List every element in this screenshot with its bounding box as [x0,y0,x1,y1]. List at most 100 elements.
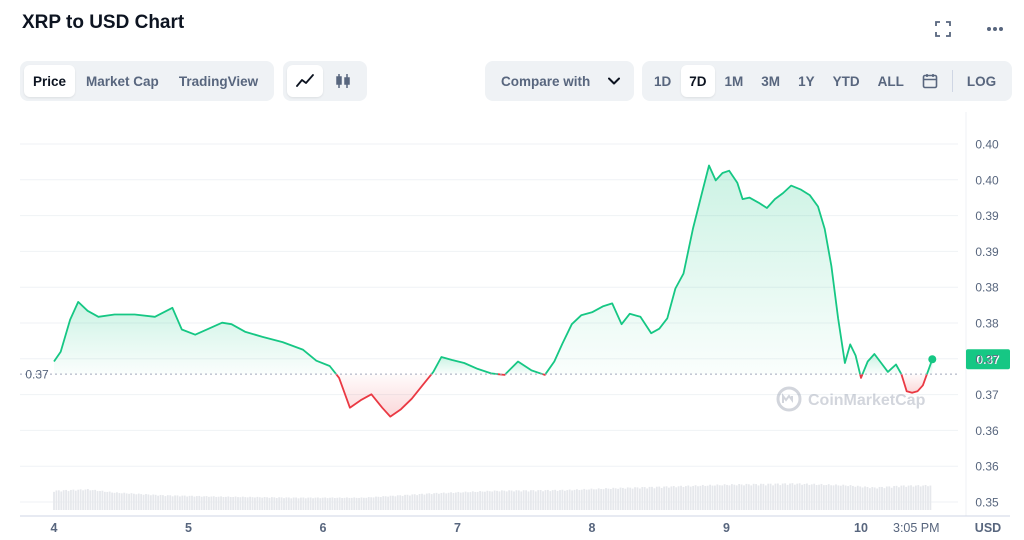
volume-bar [300,497,302,510]
volume-bar [873,487,876,510]
volume-bar [573,489,576,510]
price-area-up [926,359,933,375]
range-7d[interactable]: 7D [681,65,715,97]
y-tick-label: 0.39 [975,209,999,223]
volume-bar [454,492,457,510]
volume-bar [430,494,433,510]
volume-bar [665,486,668,510]
tab-tradingview[interactable]: TradingView [178,73,259,89]
volume-bar [258,497,261,510]
volume-bar [251,497,254,510]
tab-price[interactable]: Price [24,65,76,97]
calendar-button[interactable] [914,65,946,97]
volume-bar [743,485,745,510]
y-tick-label: 0.35 [975,496,999,510]
volume-bar [730,484,733,510]
volume-bar [384,496,387,510]
range-1d[interactable]: 1D [654,73,672,89]
volume-bar [120,493,123,510]
volume-bar [576,489,578,510]
volume-bar [423,494,426,510]
volume-bar [808,484,811,510]
volume-bar [825,485,828,510]
compare-with-dropdown[interactable]: Compare with [485,61,634,101]
candlestick-button[interactable] [325,65,361,97]
volume-bar [312,498,314,510]
range-1m[interactable]: 1M [724,73,744,89]
volume-bar [370,497,373,510]
volume-bar [183,495,186,510]
volume-bar [154,494,157,510]
line-chart-button[interactable] [287,65,323,97]
volume-bar [643,487,646,510]
range-ytd[interactable]: YTD [832,73,860,89]
volume-bar [813,483,816,510]
volume-bar [203,496,206,510]
volume-bar [283,498,285,510]
volume-bar [503,490,506,510]
volume-bar [341,497,343,510]
volume-bar [822,485,825,510]
volume-bar [215,496,218,510]
volume-bar [525,490,527,510]
volume-bar [747,484,750,510]
volume-bar [549,491,552,510]
y-tick-label: 0.40 [975,138,999,152]
volume-bar [636,487,639,510]
tab-market-cap[interactable]: Market Cap [86,73,159,89]
chart-type-toggle [283,61,367,101]
volume-bar [588,489,590,510]
volume-bar [123,492,126,510]
volume-bar [876,488,879,510]
volume-bar [539,490,542,510]
volume-bar [617,488,619,510]
volume-bar [232,497,235,510]
volume-bar [919,486,922,510]
volume-bar [755,484,757,510]
volume-bar [237,497,239,510]
volume-bar [856,485,859,510]
volume-bar [580,489,583,510]
currency-label: USD [975,521,1001,535]
volume-bar [387,496,389,510]
log-scale-button[interactable]: LOG [966,73,997,89]
volume-bar [912,486,915,510]
volume-bar [91,490,94,510]
volume-bar [893,486,895,510]
volume-bar [544,490,547,510]
chevron-down-icon [608,77,620,85]
more-horizontal-icon[interactable] [984,18,1006,40]
volume-bar [638,488,641,510]
price-area-up [505,361,543,375]
volume-bar [614,488,617,510]
volume-bar [239,497,242,510]
range-all[interactable]: ALL [877,73,904,89]
volume-bar [464,491,467,510]
volume-bar [70,489,72,510]
volume-bar [551,490,554,510]
volume-bar [416,495,419,510]
volume-bar [883,488,886,510]
volume-bar [711,485,714,510]
volume-bar [890,487,893,510]
volume-bar [527,491,530,510]
fullscreen-icon[interactable] [932,18,954,40]
volume-bar [830,485,833,510]
range-1y[interactable]: 1Y [798,73,815,89]
volume-bar [612,487,615,510]
volume-bar [336,497,339,510]
volume-bar [721,485,724,510]
volume-bar [714,485,716,510]
volume-bar [229,497,232,510]
volume-bar [689,486,692,510]
volume-bar [660,487,663,510]
volume-bar [171,496,174,510]
volume-bar [280,497,283,510]
range-3m[interactable]: 3M [761,73,781,89]
volume-bar [583,488,586,510]
volume-bar [457,491,460,510]
volume-bar [418,493,421,510]
volume-bar [256,496,259,510]
volume-bar [585,489,588,510]
price-line-up [504,360,543,376]
